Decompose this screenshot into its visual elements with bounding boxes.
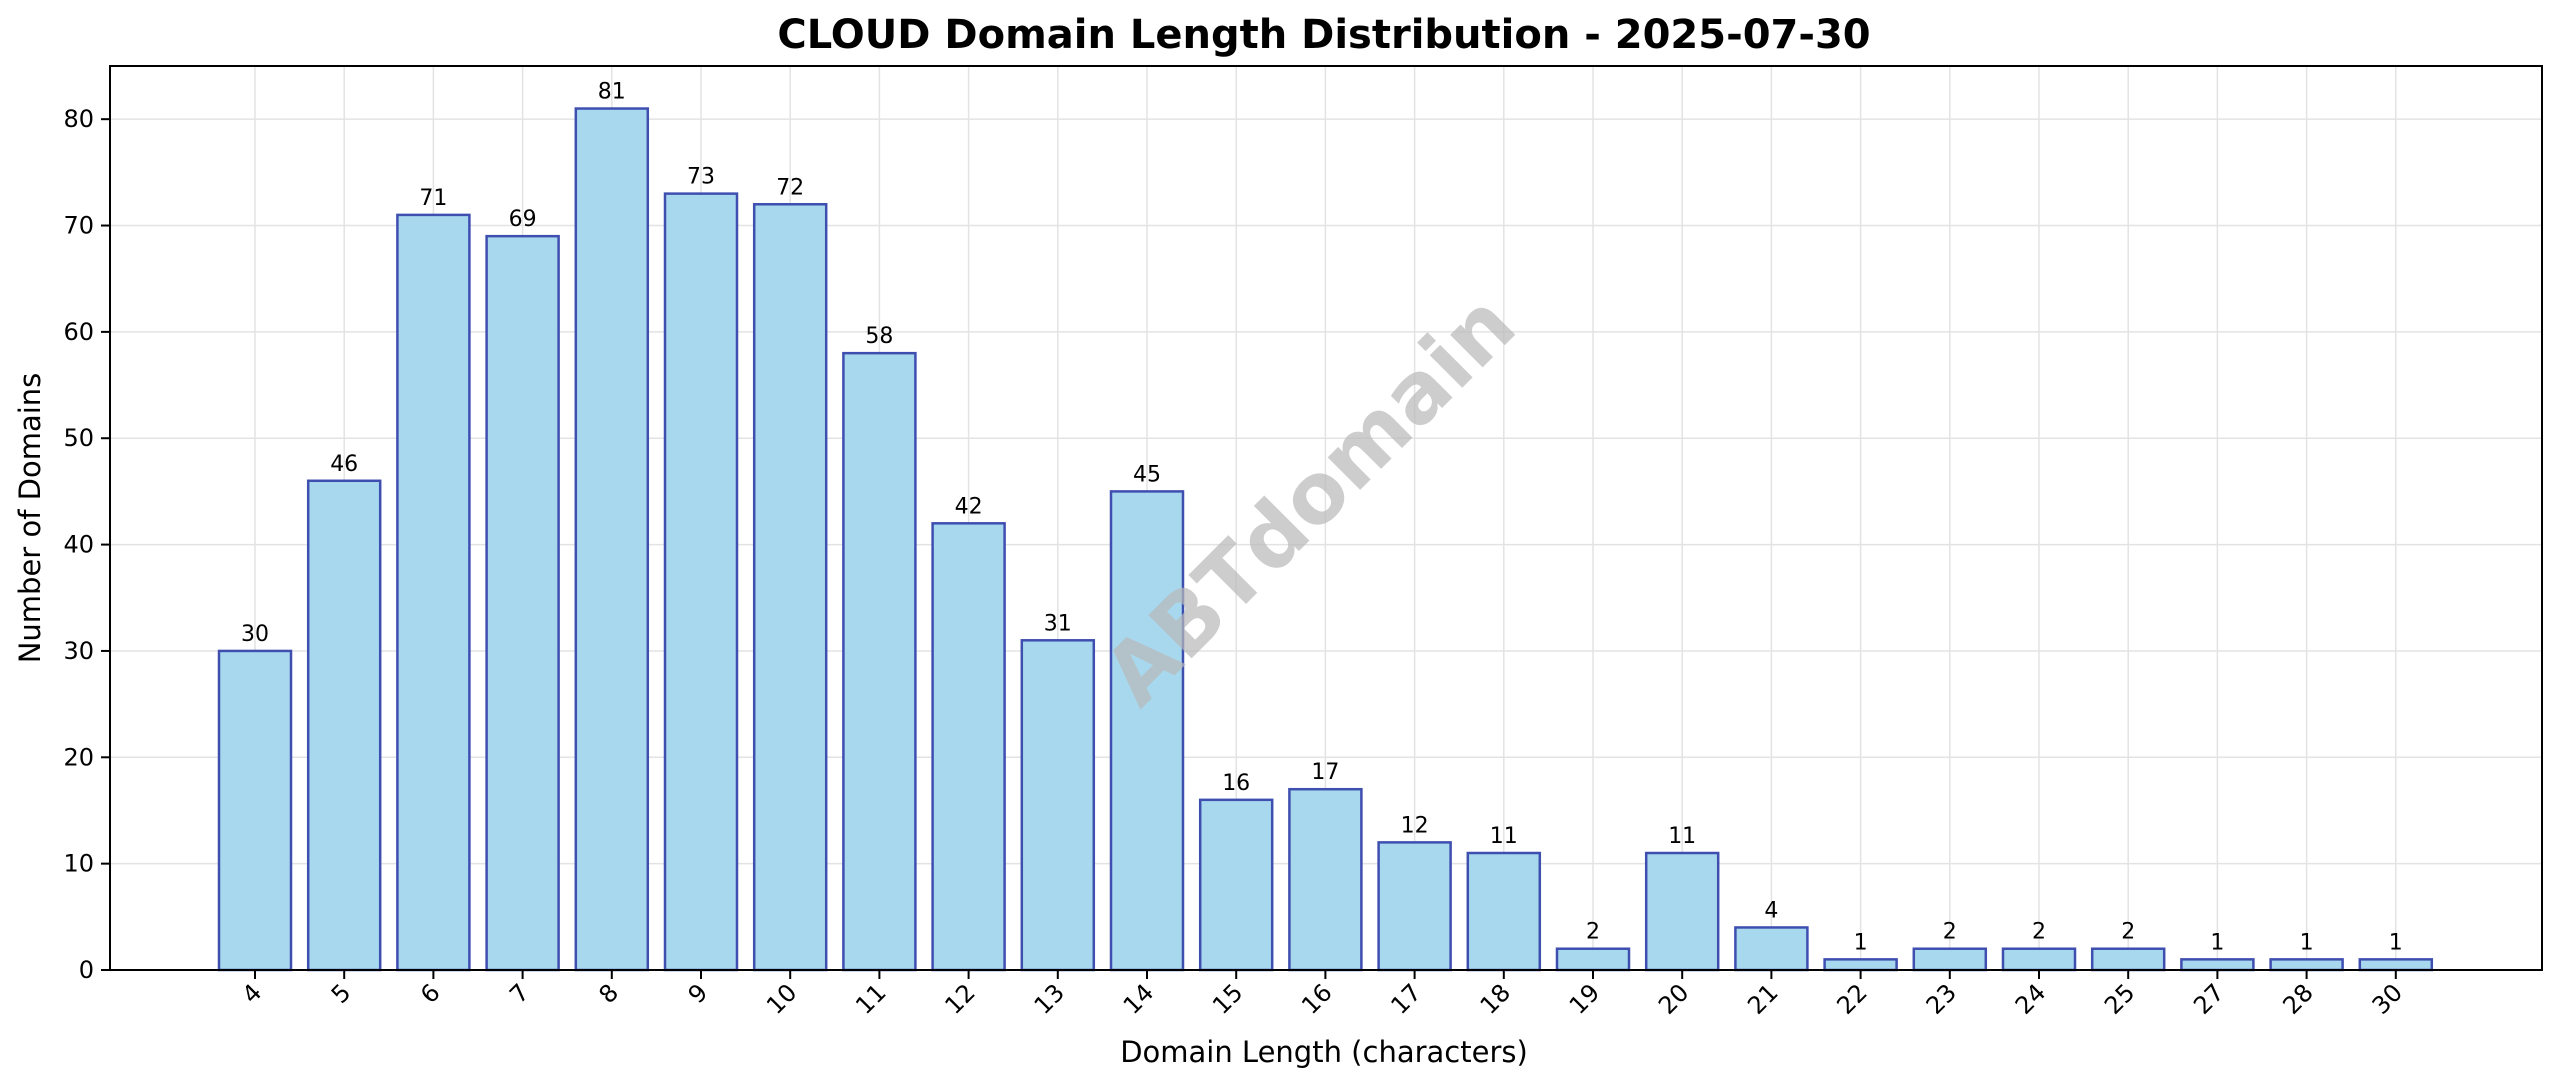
bar-value-label: 12 xyxy=(1401,813,1429,838)
y-tick-label: 20 xyxy=(63,743,94,771)
bar-value-label: 45 xyxy=(1133,462,1161,487)
bar-value-label: 16 xyxy=(1222,771,1250,796)
x-tick-label: 9 xyxy=(683,978,714,1009)
bar xyxy=(1377,841,1452,972)
bar-value-label: 30 xyxy=(241,622,269,647)
bar-value-label: 1 xyxy=(2210,930,2224,955)
x-tick-label: 25 xyxy=(2099,978,2140,1019)
bar-value-label: 69 xyxy=(509,207,537,232)
bar-value-label: 58 xyxy=(865,324,893,349)
bar xyxy=(574,107,650,972)
x-tick-label: 7 xyxy=(504,978,535,1009)
bar-value-label: 46 xyxy=(330,452,358,477)
x-tick-label: 8 xyxy=(593,978,624,1009)
x-tick-label: 5 xyxy=(326,978,357,1009)
bar-value-label: 17 xyxy=(1311,760,1339,785)
x-tick-label: 21 xyxy=(1742,978,1783,1019)
bar-value-label: 1 xyxy=(2389,930,2403,955)
bar-value-label: 81 xyxy=(598,80,626,105)
y-tick-label: 70 xyxy=(63,212,94,240)
bar xyxy=(2090,947,2166,972)
bar xyxy=(217,649,293,972)
bar-value-label: 2 xyxy=(1943,920,1957,945)
x-tick-label: 28 xyxy=(2277,978,2318,1019)
bar xyxy=(485,234,560,972)
bar xyxy=(1823,958,1898,972)
bar-value-label: 4 xyxy=(1764,898,1778,923)
y-tick-label: 80 xyxy=(63,105,94,133)
x-tick-label: 24 xyxy=(2010,978,2051,1019)
bar-value-label: 11 xyxy=(1490,824,1518,849)
y-tick-label: 60 xyxy=(63,318,94,346)
y-tick-label: 10 xyxy=(63,850,94,878)
bar-value-label: 31 xyxy=(1044,611,1072,636)
y-axis-label: Number of Domains xyxy=(13,373,47,664)
bar-value-label: 71 xyxy=(419,186,447,211)
bar xyxy=(663,192,739,972)
x-tick-label: 17 xyxy=(1385,978,1426,1019)
x-tick-label: 6 xyxy=(415,978,446,1009)
x-tick-label: 22 xyxy=(1831,978,1872,1019)
bars xyxy=(217,107,2434,972)
bar-value-label: 2 xyxy=(1586,920,1600,945)
y-tick-label: 0 xyxy=(79,956,94,984)
bar xyxy=(1109,490,1185,972)
x-tick-label: 11 xyxy=(850,978,891,1019)
bar xyxy=(1466,851,1542,972)
x-tick-label: 12 xyxy=(939,978,980,1019)
bar-value-label: 1 xyxy=(1854,930,1868,955)
x-tick-label: 4 xyxy=(237,978,268,1009)
bar xyxy=(1734,926,1809,972)
bar xyxy=(1198,798,1274,972)
bar xyxy=(2001,947,2077,972)
x-tick-label: 16 xyxy=(1296,978,1337,1019)
bar xyxy=(1288,787,1363,972)
bar xyxy=(1555,947,1631,972)
y-tick-label: 40 xyxy=(63,531,94,559)
x-tick-label: 19 xyxy=(1564,978,1605,1019)
bar-value-label: 11 xyxy=(1668,824,1696,849)
bar-value-label: 2 xyxy=(2121,920,2135,945)
x-tick-label: 20 xyxy=(1653,978,1694,1019)
chart-title: CLOUD Domain Length Distribution - 2025-… xyxy=(777,12,1870,58)
x-tick-label: 30 xyxy=(2367,978,2408,1019)
bar-value-label: 73 xyxy=(687,165,715,190)
bar-value-label: 72 xyxy=(776,175,804,200)
bar-value-label: 1 xyxy=(2300,930,2314,955)
bar xyxy=(1644,851,1720,972)
y-tick-label: 50 xyxy=(63,424,94,452)
bar-value-label: 42 xyxy=(955,494,983,519)
x-tick-label: 27 xyxy=(2188,978,2229,1019)
x-tick-label: 10 xyxy=(761,978,802,1019)
bar xyxy=(396,213,471,972)
bar xyxy=(306,479,382,972)
y-tick-label: 30 xyxy=(63,637,94,665)
bar xyxy=(2180,958,2255,972)
x-tick-label: 23 xyxy=(1921,978,1962,1019)
bar xyxy=(752,203,828,972)
bar xyxy=(842,351,917,972)
x-axis-label: Domain Length (characters) xyxy=(1120,1035,1528,1069)
x-tick-label: 18 xyxy=(1475,978,1516,1019)
bar xyxy=(1912,947,1988,972)
bar xyxy=(2358,958,2434,972)
bar xyxy=(1020,639,1096,972)
bar xyxy=(931,522,1006,972)
x-tick-label: 14 xyxy=(1118,978,1159,1019)
x-tick-label: 13 xyxy=(1029,978,1070,1019)
bar xyxy=(2269,958,2344,972)
x-tick-label: 15 xyxy=(1207,978,1248,1019)
bar-value-label: 2 xyxy=(2032,920,2046,945)
